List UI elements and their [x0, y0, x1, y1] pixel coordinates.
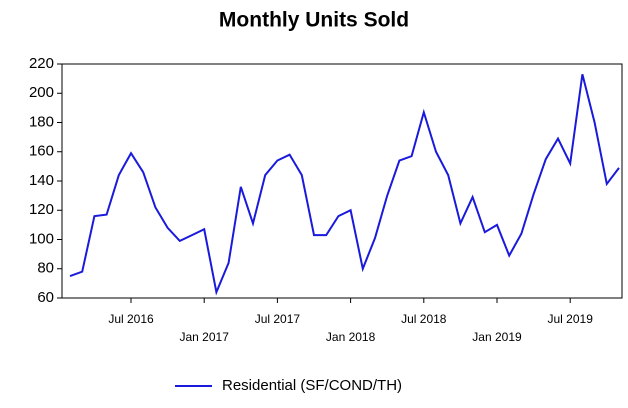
x-tick-label: Jan 2017 — [180, 330, 230, 344]
y-tick-label: 160 — [29, 143, 54, 160]
x-tick-label: Jul 2018 — [401, 312, 447, 326]
y-tick-label: 100 — [29, 230, 54, 247]
legend-label: Residential (SF/COND/TH) — [222, 377, 402, 394]
y-tick-label: 180 — [29, 113, 54, 130]
x-tick-label: Jan 2018 — [326, 330, 376, 344]
x-tick-label: Jul 2017 — [255, 312, 301, 326]
y-tick-label: 60 — [37, 289, 54, 306]
x-tick-label: Jan 2019 — [472, 330, 522, 344]
y-tick-label: 220 — [29, 55, 54, 72]
x-tick-label: Jul 2019 — [548, 312, 594, 326]
y-tick-label: 120 — [29, 201, 54, 218]
y-tick-label: 140 — [29, 172, 54, 189]
y-tick-label: 200 — [29, 84, 54, 101]
series-line — [69, 73, 620, 296]
chart-title: Monthly Units Sold — [219, 9, 409, 32]
x-tick-label: Jul 2016 — [108, 312, 154, 326]
y-tick-label: 80 — [37, 260, 54, 277]
